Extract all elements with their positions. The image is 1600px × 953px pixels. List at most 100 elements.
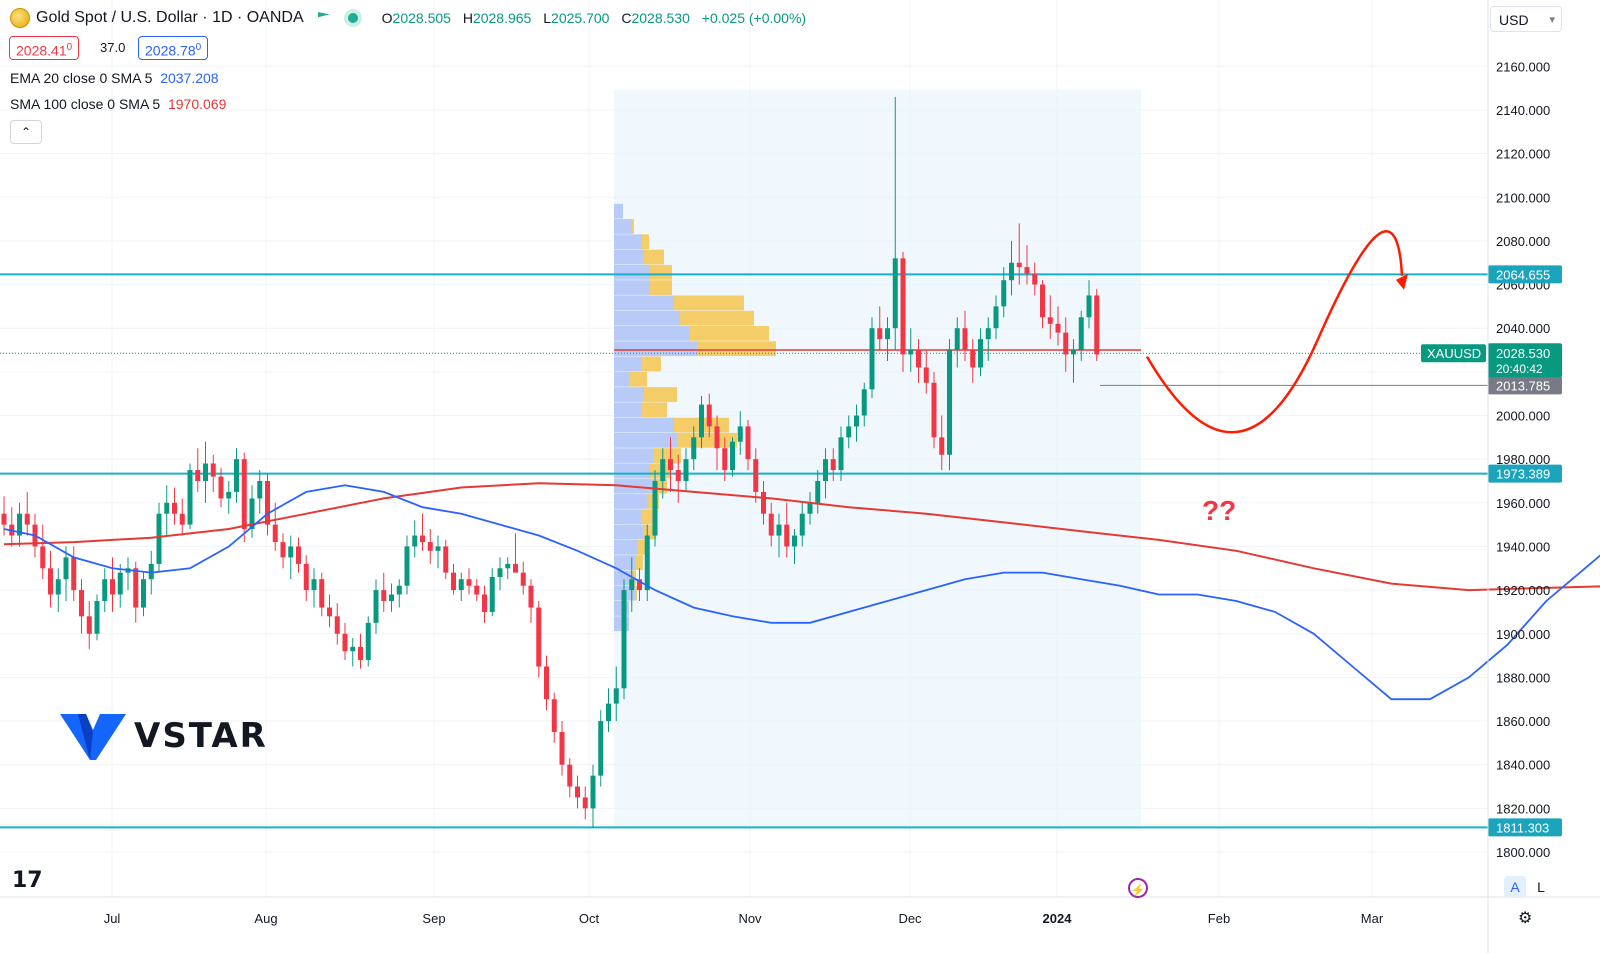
- y-tick-label: 1880.000: [1496, 670, 1550, 685]
- candles: [1, 96, 1100, 828]
- auto-scale-button[interactable]: A: [1504, 876, 1526, 898]
- candle-body: [652, 480, 658, 536]
- sell-price-box[interactable]: 2028.410: [9, 36, 80, 60]
- volume-profile-bar-up: [614, 417, 674, 433]
- volume-profile-bar-up: [614, 539, 638, 555]
- symbol-title[interactable]: Gold Spot / U.S. Dollar · 1D · OANDA: [36, 9, 304, 26]
- chevron-up-icon: ⌃: [20, 125, 32, 139]
- volume-profile-bar-up: [614, 555, 635, 570]
- candle-body: [714, 426, 720, 449]
- candle-body: [846, 426, 852, 438]
- candle-body: [629, 579, 635, 591]
- candle-body: [544, 666, 549, 700]
- volume-profile-bar-down: [641, 509, 655, 525]
- support-price-label-bg: [1488, 464, 1562, 483]
- collapse-legend-button[interactable]: ⌃: [10, 120, 42, 144]
- countdown-label: 20:40:42: [1496, 362, 1543, 376]
- volume-profile: [614, 203, 776, 632]
- candle-body: [458, 579, 464, 591]
- currency-select[interactable]: USD: [1490, 6, 1562, 33]
- candle-body: [40, 546, 46, 569]
- x-tick-label: Aug: [254, 911, 277, 926]
- volume-profile-bar-up: [614, 524, 644, 540]
- candle-body: [823, 459, 828, 481]
- candle-body: [877, 328, 883, 340]
- candle-body: [830, 459, 836, 471]
- candle-body: [71, 557, 77, 591]
- volume-profile-bar-up: [614, 203, 623, 219]
- x-tick-label: Mar: [1361, 911, 1384, 926]
- market-status-icon[interactable]: [347, 13, 358, 23]
- y-tick-label: 2140.000: [1496, 103, 1550, 118]
- change-value: +0.025 (+0.00%): [701, 10, 807, 26]
- candle-body: [737, 426, 743, 442]
- y-tick-label: 2040.000: [1496, 321, 1550, 336]
- sma100-line: [3, 482, 1600, 592]
- y-tick-label: 1860.000: [1496, 714, 1550, 729]
- volume-profile-bar-up: [614, 387, 644, 402]
- candle-body: [373, 590, 379, 623]
- candle-body: [249, 498, 255, 529]
- candle-body: [923, 367, 929, 383]
- candle-body: [141, 579, 146, 608]
- candle-body: [900, 258, 906, 355]
- x-axis: Jul Aug Sep Oct Nov Dec 2024 Feb Mar: [104, 911, 1384, 926]
- vstar-logo-icon: [60, 714, 126, 760]
- ema-indicator-legend[interactable]: EMA 20 close 0 SMA 5 2037.208: [10, 70, 219, 86]
- volume-profile-bar-up: [614, 326, 689, 341]
- sma-value: 1970.069: [167, 96, 227, 112]
- candle-body: [675, 470, 681, 481]
- volume-profile-bar-up: [614, 295, 674, 311]
- resistance-price-label: 2064.655: [1496, 267, 1550, 282]
- candle-body: [1078, 317, 1084, 351]
- candle-body: [660, 459, 666, 481]
- lightning-event-icon[interactable]: ⚡: [1128, 878, 1148, 898]
- candle-body: [381, 590, 387, 602]
- candle-body: [203, 463, 208, 481]
- volume-profile-bar-down: [635, 585, 637, 601]
- volume-profile-bar-up: [614, 234, 641, 250]
- ema-label: EMA 20 close 0 SMA 5: [10, 70, 153, 86]
- low-value: 2025.700: [551, 10, 610, 26]
- candle-body: [365, 622, 371, 660]
- log-scale-button[interactable]: L: [1537, 879, 1545, 895]
- tradingview-logo-icon[interactable]: 17: [12, 868, 43, 893]
- candle-body: [621, 590, 627, 689]
- candle-body: [164, 502, 170, 514]
- volume-profile-bar-down: [638, 539, 648, 555]
- prev-low-price-label: 2013.785: [1496, 378, 1550, 393]
- volume-profile-bar-up: [614, 249, 644, 265]
- candle-body: [1071, 350, 1076, 355]
- y-tick-label: 1840.000: [1496, 758, 1550, 773]
- x-tick-label: Oct: [579, 911, 600, 926]
- candle-body: [916, 350, 921, 368]
- x-tick-label: 2024: [1043, 911, 1073, 926]
- candle-body: [497, 568, 503, 578]
- candle-body: [172, 502, 177, 514]
- candle-body: [79, 590, 84, 617]
- candle-body: [1040, 284, 1045, 318]
- candle-body: [195, 470, 201, 481]
- x-tick-label: Sep: [422, 911, 445, 926]
- y-tick-label: 2100.000: [1496, 190, 1550, 205]
- candle-body: [722, 448, 728, 471]
- volume-profile-bar-up: [614, 402, 641, 418]
- candle-body: [241, 459, 247, 529]
- volume-profile-bar-down: [653, 448, 681, 464]
- candle-body: [528, 585, 534, 608]
- flag-icon[interactable]: [317, 12, 330, 24]
- y-tick-label: 1800.000: [1496, 845, 1550, 860]
- candle-body: [582, 797, 588, 809]
- buy-price-box[interactable]: 2028.780: [138, 36, 209, 60]
- projection-curve: [1145, 230, 1404, 434]
- y-tick-label: 1820.000: [1496, 801, 1550, 816]
- candle-body: [753, 459, 759, 492]
- sma-indicator-legend[interactable]: SMA 100 close 0 SMA 5 1970.069: [10, 96, 226, 112]
- candle-body: [389, 594, 394, 602]
- candle-body: [792, 535, 797, 547]
- gear-icon[interactable]: ⚙: [1518, 910, 1533, 927]
- candle-body: [24, 513, 30, 525]
- candle-body: [234, 459, 239, 492]
